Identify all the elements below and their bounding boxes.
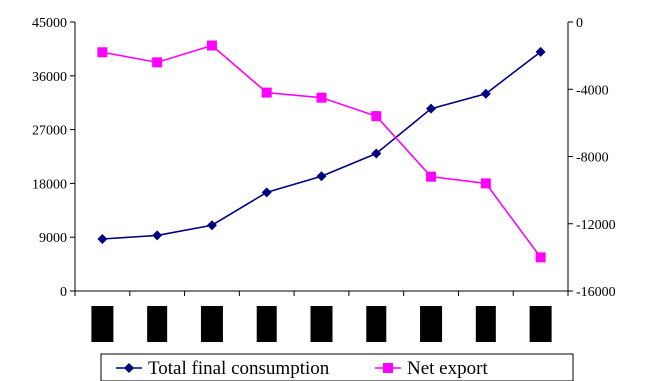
legend-entry: Total final consumption [116, 358, 330, 379]
category-label-block [475, 306, 496, 342]
data-point [152, 57, 163, 68]
data-point [371, 148, 382, 159]
category-label-block [147, 306, 168, 342]
category-label-block [310, 306, 333, 342]
data-point [316, 171, 327, 182]
data-point [97, 47, 108, 58]
legend-label: Total final consumption [148, 358, 330, 379]
data-point [316, 92, 327, 103]
left-axis-tick-label: 27000 [32, 124, 67, 139]
legend-box [100, 353, 574, 381]
right-axis-tick-label: 0 [576, 16, 583, 31]
axes [74, 22, 569, 296]
category-label-block [420, 306, 443, 342]
data-point [480, 88, 491, 99]
data-point [261, 187, 272, 198]
category-label-block [256, 306, 277, 342]
left-axis-tick-label: 45000 [32, 16, 67, 31]
data-point [261, 87, 272, 98]
legend: Total final consumption Net export [100, 353, 574, 381]
left-axis-tick-labels: 0 9000 18000 27000 36000 45000 [32, 16, 75, 300]
legend-entry: Net export [375, 358, 488, 379]
data-point [206, 40, 217, 51]
right-axis-tick-label: -8000 [576, 151, 609, 166]
series-layer [97, 40, 546, 263]
left-axis-tick-label: 18000 [32, 177, 67, 192]
right-axis-tick-label: -16000 [576, 285, 616, 300]
data-point [480, 178, 491, 189]
left-axis-tick-label: 36000 [32, 70, 67, 85]
data-point [152, 230, 163, 241]
series-total-final-consumption [97, 46, 546, 244]
category-label-block [366, 306, 387, 342]
right-axis-tick-label: -12000 [576, 218, 616, 233]
data-point [206, 220, 217, 231]
series-net-export [97, 40, 546, 263]
data-point [535, 46, 546, 57]
left-axis-tick-label: 9000 [39, 231, 67, 246]
left-axis-tick-label: 0 [60, 285, 67, 300]
data-point [97, 233, 108, 244]
series-line [102, 51, 542, 240]
data-point [535, 252, 546, 263]
data-point [371, 111, 382, 122]
right-axis-tick-labels: -16000 -12000 -8000 -4000 0 [568, 16, 616, 300]
data-point [426, 103, 437, 114]
right-axis-tick-label: -4000 [576, 83, 609, 98]
category-label-block [200, 306, 223, 342]
category-label-blocks [91, 306, 552, 342]
category-label-block [91, 306, 114, 342]
category-label-block [529, 306, 552, 342]
series-line [102, 44, 542, 258]
legend-label: Net export [407, 358, 488, 379]
data-point [426, 171, 437, 182]
legend-marker [124, 363, 134, 373]
legend-marker [383, 363, 393, 373]
